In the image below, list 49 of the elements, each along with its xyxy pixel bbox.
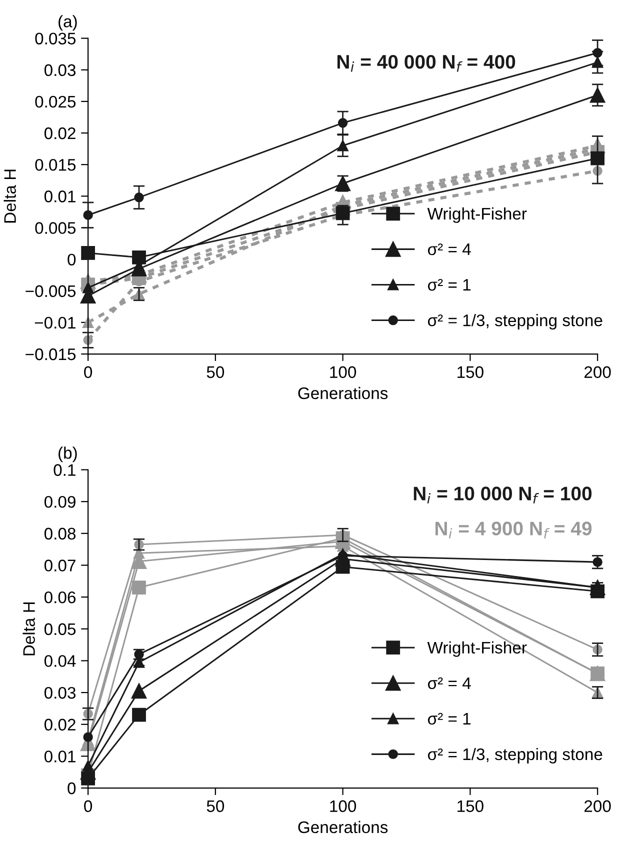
y-tick-label: 0 [68,782,76,794]
y-tick-label: 0.02 [44,718,76,731]
y-tick-label: 0.035 [35,32,76,44]
y-tick-label: 0.025 [35,96,76,108]
x-tick-label: 150 [458,366,484,378]
legend-label: σ² = 1/3, stepping stone [428,314,602,330]
legend-label: σ² = 4 [428,677,471,690]
y-tick-label: 0.05 [44,623,76,636]
y-tick-label: 0.03 [44,686,76,699]
y-tick-label: 0.005 [35,222,76,234]
y-tick-label: 0.04 [44,655,76,667]
y-tick-label: 0.09 [44,496,76,508]
y-tick-label: 0.01 [44,190,76,202]
x-tick-label: 150 [458,800,484,812]
legend-label: Wright-Fisher [427,641,527,657]
legend-label: σ² = 1 [428,278,471,291]
y-tick-label: 0.02 [44,127,76,140]
y-tick-label: −0.015 [26,348,76,360]
x-tick-label: 50 [206,366,224,378]
y-tick-label: 0.01 [44,750,76,762]
y-tick-label: 0.1 [54,464,76,476]
y-tick-label: 0.06 [44,591,76,604]
x-tick-label: 100 [330,366,356,378]
y-tick-label: −0.01 [34,316,76,329]
y-tick-label: 0.08 [44,528,76,540]
y-tick-label: 0.03 [44,64,76,76]
legend-label: σ² = 1/3, stepping stone [428,748,602,764]
y-tick-label: 0.07 [44,560,76,572]
y-tick-label: 0 [68,254,76,266]
annotation: N$_{i}$ = 40 000 N$_{f}$ = 400 [337,54,516,72]
chart-title: (a) [58,15,77,31]
x-axis-title: Generations [298,386,388,400]
y-tick-label: 0.015 [35,158,76,171]
x-axis-title: Generations [298,820,388,834]
x-tick-label: 100 [330,800,356,812]
annotation: N$_{i}$ = 4 900 N$_{f}$ = 49 [435,522,592,538]
x-tick-label: 50 [206,800,224,812]
legend-label: Wright-Fisher [427,207,527,223]
y-axis-title: Delta H [4,170,16,223]
x-tick-label: 200 [584,366,611,378]
legend-label: σ² = 4 [428,243,471,256]
chart-title: (b) [58,446,77,462]
x-tick-label: 0 [84,800,92,812]
x-tick-label: 200 [584,800,611,812]
annotation: N$_{i}$ = 10 000 N$_{f}$ = 100 [414,486,592,504]
legend-label: σ² = 1 [428,712,471,725]
y-axis-title: Delta H [22,602,35,656]
y-tick-label: −0.005 [26,285,76,298]
x-tick-label: 0 [84,366,92,378]
